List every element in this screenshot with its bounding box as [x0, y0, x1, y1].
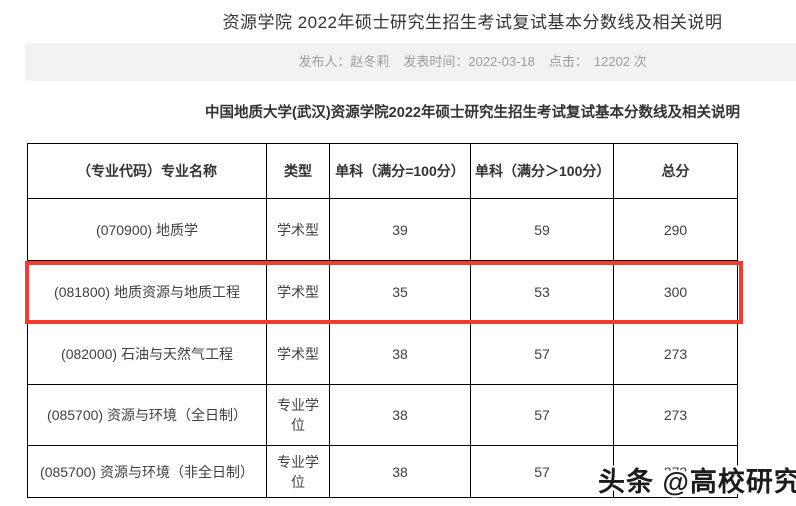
- type-cell: 学术型: [266, 260, 330, 323]
- total-cell: 300: [613, 260, 738, 323]
- type-cell: 学术型: [266, 322, 330, 385]
- total-cell: 273: [613, 445, 738, 498]
- header-type: 类型: [266, 143, 330, 199]
- table-row: (070900) 地质学 学术型 39 59 290: [27, 198, 738, 261]
- single-gt100-cell: 59: [470, 198, 614, 261]
- header-single-eq100: 单科（满分=100分）: [329, 143, 471, 199]
- single-gt100-cell: 57: [470, 322, 614, 385]
- single-eq100-cell: 38: [329, 384, 471, 446]
- article-meta-bar: 发布人：赵冬莉 发表时间：2022-03-18 点击： 12202 次: [25, 43, 796, 81]
- hits-unit: 次: [633, 54, 647, 69]
- table-row: (082000) 石油与天然气工程 学术型 38 57 273: [27, 322, 738, 385]
- major-cell: (085700) 资源与环境（非全日制）: [27, 445, 267, 498]
- score-line-table: （专业代码）专业名称 类型 单科（满分=100分） 单科（满分＞100分） 总分…: [27, 143, 738, 498]
- single-gt100-cell: 53: [470, 260, 614, 323]
- table-row: (085700) 资源与环境（全日制） 专业学位 38 57 273: [27, 384, 738, 446]
- total-cell: 290: [613, 198, 738, 261]
- single-eq100-cell: 38: [329, 445, 471, 498]
- major-cell: (082000) 石油与天然气工程: [27, 322, 267, 385]
- table-caption: 中国地质大学(武汉)资源学院2022年硕士研究生招生考试复试基本分数线及相关说明: [205, 105, 740, 121]
- publish-time-label: 发表时间：: [403, 54, 469, 69]
- total-cell: 273: [613, 322, 738, 385]
- header-major: （专业代码）专业名称: [27, 143, 267, 199]
- single-gt100-cell: 57: [470, 445, 614, 498]
- header-single-gt100: 单科（满分＞100分）: [470, 143, 614, 199]
- hits-count: 12202: [593, 54, 631, 69]
- page-title: 资源学院 2022年硕士研究生招生考试复试基本分数线及相关说明: [222, 13, 723, 32]
- single-gt100-cell: 57: [470, 384, 614, 446]
- table-header-row: （专业代码）专业名称 类型 单科（满分=100分） 单科（满分＞100分） 总分: [27, 143, 738, 199]
- type-cell: 专业学位: [266, 445, 330, 498]
- watermark: 头条 @高校研究生: [598, 467, 796, 497]
- single-eq100-cell: 39: [329, 198, 471, 261]
- major-cell: (085700) 资源与环境（全日制）: [27, 384, 267, 446]
- table-row: (085700) 资源与环境（非全日制） 专业学位 38 57 273: [27, 445, 738, 498]
- single-eq100-cell: 38: [329, 322, 471, 385]
- major-cell: (070900) 地质学: [27, 198, 267, 261]
- total-cell: 273: [613, 384, 738, 446]
- content-area: 资源学院 2022年硕士研究生招生考试复试基本分数线及相关说明 发布人：赵冬莉发…: [25, 0, 796, 506]
- header-total: 总分: [613, 143, 738, 199]
- type-cell: 学术型: [266, 198, 330, 261]
- single-eq100-cell: 35: [329, 260, 471, 323]
- publisher-name: 赵冬莉: [350, 54, 390, 69]
- hits-label: 点击：: [548, 54, 588, 69]
- major-cell: (081800) 地质资源与地质工程: [27, 260, 267, 323]
- table-row-highlighted: (081800) 地质资源与地质工程 学术型 35 53 300: [27, 260, 738, 323]
- publish-time: 2022-03-18: [468, 54, 535, 69]
- type-cell: 专业学位: [266, 384, 330, 446]
- publisher-label: 发布人：: [298, 54, 351, 69]
